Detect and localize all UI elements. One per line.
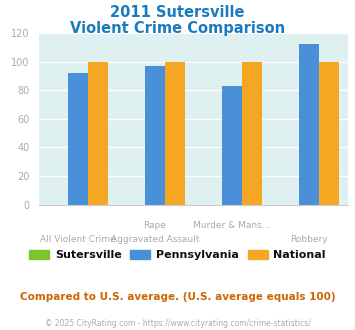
Bar [222,86,242,205]
Bar [299,45,320,205]
Bar [320,62,339,205]
Text: Rape: Rape [143,221,166,230]
Bar [165,62,185,205]
Text: Compared to U.S. average. (U.S. average equals 100): Compared to U.S. average. (U.S. average … [20,292,335,302]
Text: 2011 Sutersville: 2011 Sutersville [110,5,245,20]
Bar [67,73,88,205]
Text: Aggravated Assault: Aggravated Assault [111,235,199,244]
Bar [88,62,108,205]
Text: Violent Crime Comparison: Violent Crime Comparison [70,21,285,36]
Legend: Sutersville, Pennsylvania, National: Sutersville, Pennsylvania, National [29,250,326,260]
Bar [242,62,262,205]
Bar [145,66,165,205]
Text: All Violent Crime: All Violent Crime [40,235,115,244]
Text: Robbery: Robbery [290,235,328,244]
Text: Murder & Mans...: Murder & Mans... [193,221,271,230]
Text: © 2025 CityRating.com - https://www.cityrating.com/crime-statistics/: © 2025 CityRating.com - https://www.city… [45,319,310,328]
